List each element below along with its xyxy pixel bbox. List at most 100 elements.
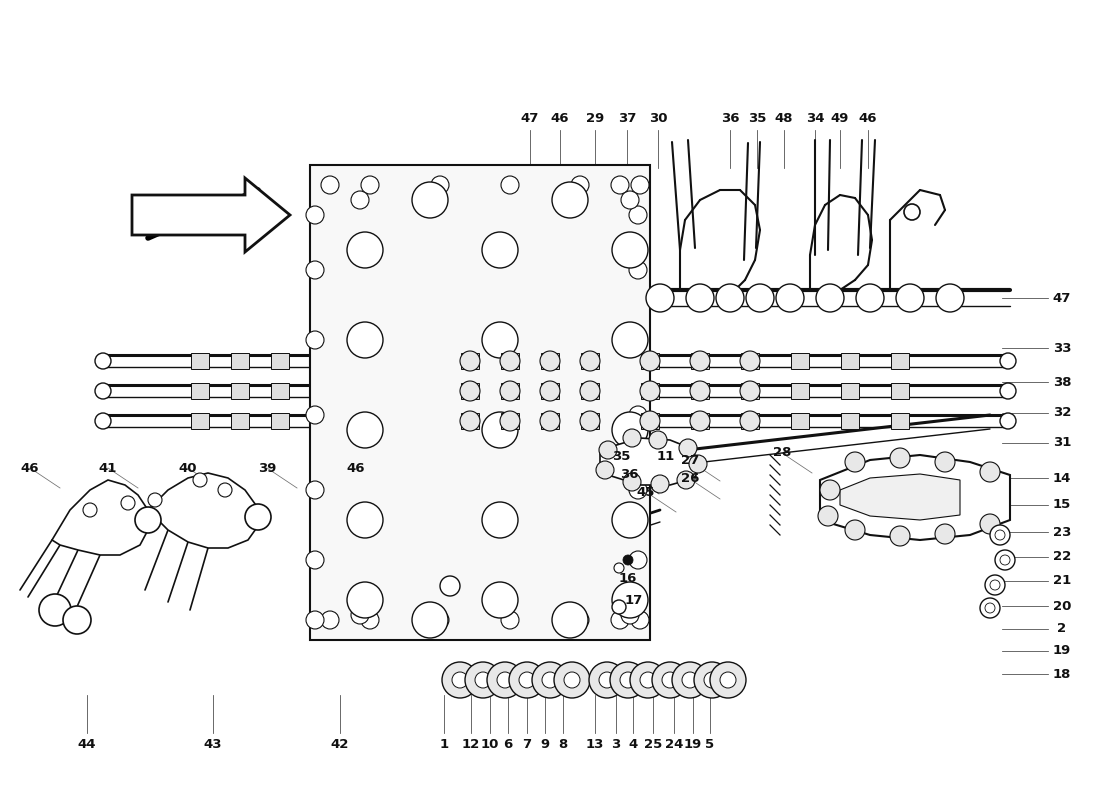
Text: 38: 38 xyxy=(1053,375,1071,389)
Circle shape xyxy=(990,525,1010,545)
Circle shape xyxy=(487,662,522,698)
Circle shape xyxy=(689,455,707,473)
Circle shape xyxy=(610,662,646,698)
Circle shape xyxy=(776,284,804,312)
Text: 8: 8 xyxy=(559,738,568,751)
Circle shape xyxy=(321,611,339,629)
Text: 15: 15 xyxy=(1053,498,1071,511)
Circle shape xyxy=(218,483,232,497)
Polygon shape xyxy=(271,413,289,429)
Polygon shape xyxy=(581,353,600,369)
Circle shape xyxy=(890,448,910,468)
Circle shape xyxy=(121,496,135,510)
Polygon shape xyxy=(820,455,1010,540)
Circle shape xyxy=(621,191,639,209)
Circle shape xyxy=(629,551,647,569)
Circle shape xyxy=(571,176,588,194)
Circle shape xyxy=(552,182,589,218)
Polygon shape xyxy=(891,383,909,399)
Polygon shape xyxy=(461,383,478,399)
Text: 28: 28 xyxy=(773,446,791,459)
Circle shape xyxy=(649,431,667,449)
Circle shape xyxy=(980,462,1000,482)
Text: 29: 29 xyxy=(586,111,604,125)
Circle shape xyxy=(640,411,660,431)
Text: 44: 44 xyxy=(78,738,97,751)
Text: 46: 46 xyxy=(346,462,365,474)
Text: 45: 45 xyxy=(637,486,656,498)
Circle shape xyxy=(623,473,641,491)
Circle shape xyxy=(646,284,674,312)
Polygon shape xyxy=(691,413,710,429)
Circle shape xyxy=(629,406,647,424)
Circle shape xyxy=(1000,413,1016,429)
Text: 31: 31 xyxy=(1053,437,1071,450)
Polygon shape xyxy=(191,353,209,369)
Polygon shape xyxy=(842,413,859,429)
Circle shape xyxy=(620,672,636,688)
Circle shape xyxy=(82,503,97,517)
Circle shape xyxy=(552,602,589,638)
Circle shape xyxy=(482,412,518,448)
Circle shape xyxy=(600,441,617,459)
Circle shape xyxy=(596,461,614,479)
Circle shape xyxy=(612,600,626,614)
Circle shape xyxy=(740,351,760,371)
Text: 36: 36 xyxy=(720,111,739,125)
Circle shape xyxy=(629,331,647,349)
Polygon shape xyxy=(691,383,710,399)
Circle shape xyxy=(996,550,1015,570)
Circle shape xyxy=(1000,353,1016,369)
Polygon shape xyxy=(791,413,808,429)
Text: 41: 41 xyxy=(99,462,118,474)
Text: 43: 43 xyxy=(204,738,222,751)
Text: 14: 14 xyxy=(1053,471,1071,485)
Polygon shape xyxy=(641,383,659,399)
Circle shape xyxy=(351,191,369,209)
Polygon shape xyxy=(500,353,519,369)
Text: 27: 27 xyxy=(681,454,700,467)
Circle shape xyxy=(845,452,865,472)
Circle shape xyxy=(412,182,448,218)
Text: 35: 35 xyxy=(748,111,767,125)
Text: 18: 18 xyxy=(1053,667,1071,681)
Circle shape xyxy=(500,411,520,431)
Circle shape xyxy=(580,381,600,401)
Polygon shape xyxy=(132,178,290,252)
Circle shape xyxy=(460,381,480,401)
Circle shape xyxy=(361,176,379,194)
Polygon shape xyxy=(541,413,559,429)
Text: 1: 1 xyxy=(439,738,449,751)
Circle shape xyxy=(245,504,271,530)
Polygon shape xyxy=(691,353,710,369)
Circle shape xyxy=(482,582,518,618)
Circle shape xyxy=(631,611,649,629)
Circle shape xyxy=(95,383,111,399)
Circle shape xyxy=(629,206,647,224)
Circle shape xyxy=(351,606,369,624)
Circle shape xyxy=(306,206,324,224)
Text: 23: 23 xyxy=(1053,526,1071,538)
Circle shape xyxy=(500,351,520,371)
Polygon shape xyxy=(461,413,478,429)
Polygon shape xyxy=(600,438,700,485)
Circle shape xyxy=(192,473,207,487)
Circle shape xyxy=(621,606,639,624)
Circle shape xyxy=(682,672,698,688)
Text: 3: 3 xyxy=(612,738,620,751)
Circle shape xyxy=(465,662,501,698)
Circle shape xyxy=(690,411,710,431)
Circle shape xyxy=(1000,555,1010,565)
Text: 20: 20 xyxy=(1053,599,1071,613)
Circle shape xyxy=(623,429,641,447)
Text: 39: 39 xyxy=(257,462,276,474)
Circle shape xyxy=(679,439,697,457)
Text: 11: 11 xyxy=(657,450,675,462)
Text: eurospares: eurospares xyxy=(320,305,516,367)
Text: 46: 46 xyxy=(859,111,878,125)
Text: 47: 47 xyxy=(1053,291,1071,305)
Polygon shape xyxy=(741,383,759,399)
Circle shape xyxy=(818,506,838,526)
Circle shape xyxy=(984,575,1005,595)
Circle shape xyxy=(540,411,560,431)
